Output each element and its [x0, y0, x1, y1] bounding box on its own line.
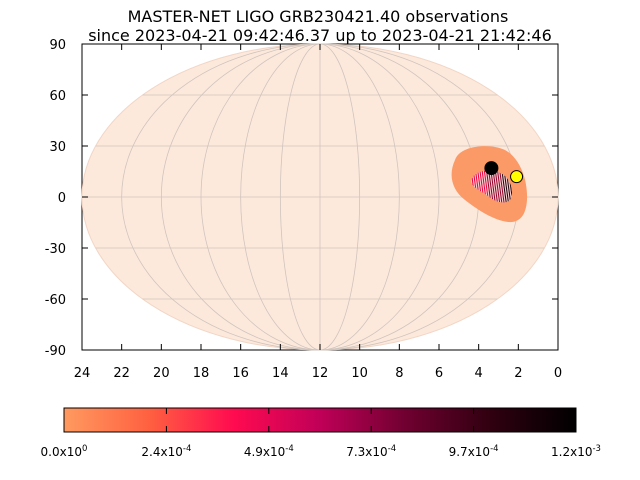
y-tick-label: -90 — [45, 344, 66, 359]
y-tick-label: -60 — [45, 293, 66, 308]
colorbar-ticks — [165, 408, 475, 432]
colorbar-label: 1.2x10-3 — [551, 444, 601, 459]
y-axis-ticks: 90 60 30 0 -30 -60 -90 — [45, 38, 558, 359]
x-tick-label: 4 — [475, 366, 483, 381]
x-tick-label: 10 — [351, 366, 368, 381]
y-tick-label: 0 — [58, 191, 66, 206]
x-tick-label: 18 — [193, 366, 210, 381]
probability-region — [451, 146, 528, 223]
x-axis-ticks: 24 22 20 18 16 14 12 10 8 6 4 2 0 — [74, 44, 562, 381]
x-tick-label: 6 — [435, 366, 443, 381]
x-tick-label: 2 — [514, 366, 522, 381]
colorbar-label: 0.0x100 — [41, 444, 88, 459]
x-tick-label: 0 — [554, 366, 562, 381]
colorbar-label: 2.4x10-4 — [141, 444, 191, 459]
x-tick-label: 12 — [312, 366, 329, 381]
y-tick-label: 30 — [49, 140, 66, 155]
colorbar-labels: 0.0x100 2.4x10-4 4.9x10-4 7.3x10-4 9.7x10-4 1… — [41, 444, 601, 459]
colorbar-label: 4.9x10-4 — [244, 444, 294, 459]
y-tick-label: 60 — [49, 89, 66, 104]
x-tick-label: 8 — [395, 366, 403, 381]
marker-yellow-point — [510, 170, 524, 184]
x-tick-label: 20 — [153, 366, 170, 381]
x-tick-label: 24 — [74, 366, 91, 381]
colorbar-label: 7.3x10-4 — [346, 444, 396, 459]
y-tick-label: 90 — [49, 38, 66, 53]
chart-title-line1: MASTER-NET LIGO GRB230421.40 observation… — [128, 7, 509, 26]
x-tick-label: 14 — [272, 366, 289, 381]
marker-black-point — [484, 161, 499, 176]
chart-title-line2: since 2023-04-21 09:42:46.37 up to 2023-… — [88, 26, 552, 45]
colorbar-label: 9.7x10-4 — [449, 444, 499, 459]
colorbar — [63, 407, 577, 433]
y-tick-label: -30 — [45, 242, 66, 257]
x-tick-label: 22 — [113, 366, 130, 381]
x-tick-label: 16 — [232, 366, 249, 381]
